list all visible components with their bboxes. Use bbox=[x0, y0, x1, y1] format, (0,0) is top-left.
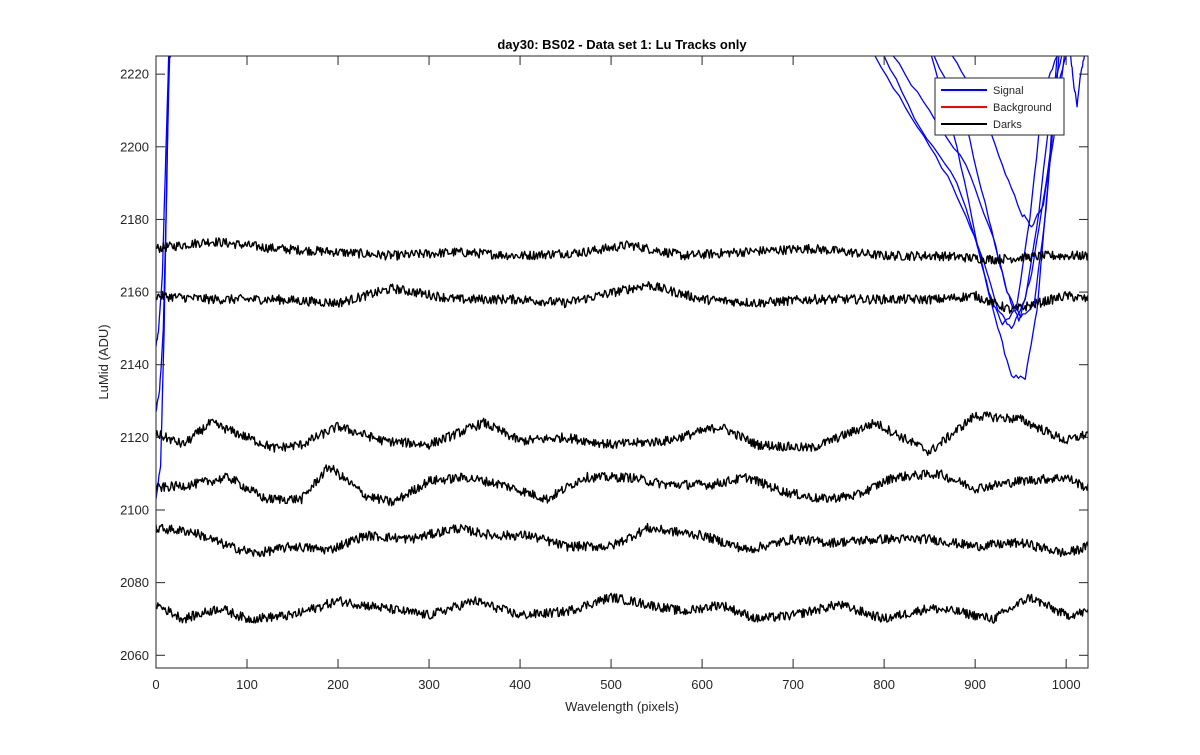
series-layer bbox=[156, 56, 1088, 624]
signal-line-8 bbox=[933, 56, 1060, 319]
darks-line-2 bbox=[156, 281, 1088, 314]
x-tick-label: 1000 bbox=[1052, 677, 1081, 692]
darks-line-3 bbox=[156, 411, 1088, 456]
signal-line-2 bbox=[156, 56, 170, 413]
axes-box bbox=[155, 55, 1089, 669]
legend-label-darks: Darks bbox=[993, 119, 1022, 131]
signal-line-5 bbox=[883, 56, 1063, 330]
darks-line-4 bbox=[156, 464, 1088, 507]
signal-line-4 bbox=[874, 56, 1058, 326]
darks-line-1 bbox=[156, 237, 1088, 265]
y-tick-label: 2080 bbox=[120, 575, 149, 590]
y-tick-label: 2200 bbox=[120, 139, 149, 154]
y-tick-label: 2160 bbox=[120, 285, 149, 300]
darks-line-6 bbox=[156, 592, 1088, 624]
darks-line-5 bbox=[156, 522, 1088, 558]
chart-title: day30: BS02 - Data set 1: Lu Tracks only bbox=[497, 37, 747, 52]
y-axis: 2060 2080 2100 2120 2140 2160 2180 2200 2220 bbox=[120, 67, 1088, 663]
x-tick-label: 0 bbox=[152, 677, 159, 692]
signal-line-3 bbox=[156, 56, 170, 347]
x-tick-label: 700 bbox=[782, 677, 804, 692]
y-axis-label: LuMid (ADU) bbox=[96, 324, 111, 399]
x-tick-label: 400 bbox=[509, 677, 531, 692]
y-tick-label: 2120 bbox=[120, 430, 149, 445]
y-tick-label: 2180 bbox=[120, 212, 149, 227]
y-tick-label: 2140 bbox=[120, 357, 149, 372]
legend: Signal Background Darks bbox=[934, 77, 1065, 136]
plot-area bbox=[156, 56, 1088, 668]
x-tick-label: 900 bbox=[964, 677, 986, 692]
y-tick-label: 2100 bbox=[120, 503, 149, 518]
x-tick-label: 800 bbox=[873, 677, 895, 692]
legend-label-signal: Signal bbox=[993, 85, 1024, 97]
x-tick-label: 100 bbox=[236, 677, 258, 692]
x-tick-label: 600 bbox=[691, 677, 713, 692]
y-tick-label: 2060 bbox=[120, 648, 149, 663]
x-tick-label: 500 bbox=[600, 677, 622, 692]
legend-label-background: Background bbox=[993, 102, 1052, 114]
y-tick-label: 2220 bbox=[120, 67, 149, 82]
x-axis-label: Wavelength (pixels) bbox=[565, 699, 679, 714]
signal-line-10 bbox=[1070, 56, 1086, 108]
x-axis: 0 100 200 300 400 500 600 700 800 900 1000 bbox=[152, 56, 1081, 692]
x-tick-label: 200 bbox=[327, 677, 349, 692]
x-tick-label: 300 bbox=[418, 677, 440, 692]
